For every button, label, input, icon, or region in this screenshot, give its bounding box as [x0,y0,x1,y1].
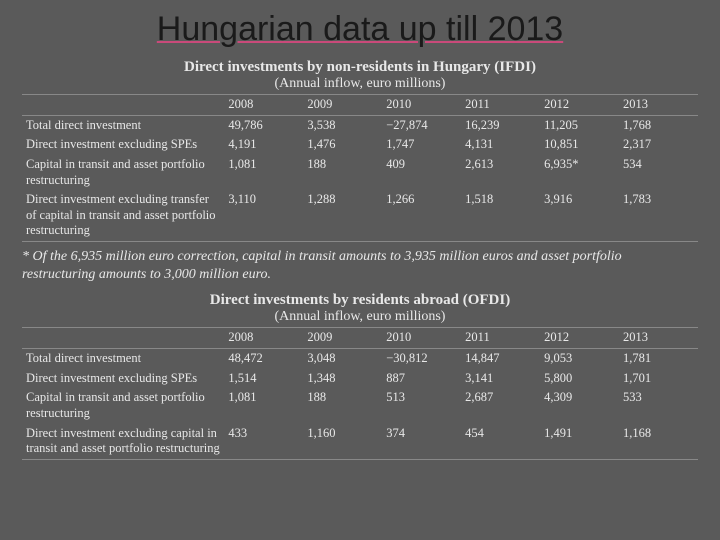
ofdi-block: Direct investments by residents abroad (… [0,292,720,459]
cell: 6,935* [540,155,619,190]
cell: 1,160 [303,424,382,460]
table-row: Direct investment excluding SPEs 1,514 1… [22,369,698,389]
cell: 48,472 [224,349,303,369]
cell: 1,288 [303,190,382,241]
ofdi-header-row: 2008 2009 2010 2011 2012 2013 [22,328,698,349]
table-row: Total direct investment 48,472 3,048 −30… [22,349,698,369]
col-2011: 2011 [461,328,540,349]
col-blank [22,328,224,349]
ifdi-title: Direct investments by non-residents in H… [22,59,698,76]
col-2011: 2011 [461,95,540,116]
page-title: Hungarian data up till 2013 [0,0,720,55]
ifdi-subtitle: (Annual inflow, euro millions) [22,76,698,92]
table-row: Direct investment excluding transfer of … [22,190,698,241]
cell: 1,081 [224,155,303,190]
ifdi-table: 2008 2009 2010 2011 2012 2013 Total dire… [22,94,698,242]
col-2013: 2013 [619,95,698,116]
cell: 4,191 [224,135,303,155]
cell: 2,687 [461,388,540,423]
cell: 4,131 [461,135,540,155]
col-2013: 2013 [619,328,698,349]
cell: 16,239 [461,115,540,135]
cell: 1,747 [382,135,461,155]
cell: 409 [382,155,461,190]
cell: 11,205 [540,115,619,135]
cell: 3,538 [303,115,382,135]
col-2010: 2010 [382,95,461,116]
cell: 188 [303,155,382,190]
cell: 3,141 [461,369,540,389]
row-label: Direct investment excluding SPEs [22,369,224,389]
cell: 5,800 [540,369,619,389]
cell: 1,783 [619,190,698,241]
row-label: Direct investment excluding capital in t… [22,424,224,460]
cell: 3,110 [224,190,303,241]
cell: 2,317 [619,135,698,155]
col-2008: 2008 [224,328,303,349]
cell: 1,518 [461,190,540,241]
col-blank [22,95,224,116]
cell: 4,309 [540,388,619,423]
row-label: Capital in transit and asset portfolio r… [22,155,224,190]
cell: 1,266 [382,190,461,241]
row-label: Direct investment excluding transfer of … [22,190,224,241]
cell: 513 [382,388,461,423]
cell: 454 [461,424,540,460]
table-row: Total direct investment 49,786 3,538 −27… [22,115,698,135]
cell: 374 [382,424,461,460]
row-label: Total direct investment [22,115,224,135]
table-row: Capital in transit and asset portfolio r… [22,388,698,423]
ofdi-subtitle: (Annual inflow, euro millions) [22,309,698,325]
cell: 1,348 [303,369,382,389]
ifdi-header-row: 2008 2009 2010 2011 2012 2013 [22,95,698,116]
cell: 1,476 [303,135,382,155]
cell: 2,613 [461,155,540,190]
row-label: Direct investment excluding SPEs [22,135,224,155]
cell: 534 [619,155,698,190]
cell: 3,916 [540,190,619,241]
col-2012: 2012 [540,328,619,349]
cell: 433 [224,424,303,460]
cell: 3,048 [303,349,382,369]
cell: −27,874 [382,115,461,135]
ofdi-title: Direct investments by residents abroad (… [22,292,698,309]
cell: 9,053 [540,349,619,369]
cell: 10,851 [540,135,619,155]
cell: 1,514 [224,369,303,389]
col-2010: 2010 [382,328,461,349]
cell: 1,168 [619,424,698,460]
cell: 14,847 [461,349,540,369]
cell: 1,081 [224,388,303,423]
table-row: Direct investment excluding SPEs 4,191 1… [22,135,698,155]
col-2009: 2009 [303,95,382,116]
cell: 1,781 [619,349,698,369]
cell: 1,491 [540,424,619,460]
cell: 533 [619,388,698,423]
col-2008: 2008 [224,95,303,116]
cell: 1,768 [619,115,698,135]
footnote: * Of the 6,935 million euro correction, … [0,242,720,288]
ofdi-table: 2008 2009 2010 2011 2012 2013 Total dire… [22,327,698,459]
table-row: Capital in transit and asset portfolio r… [22,155,698,190]
cell: 887 [382,369,461,389]
row-label: Total direct investment [22,349,224,369]
col-2009: 2009 [303,328,382,349]
cell: −30,812 [382,349,461,369]
cell: 49,786 [224,115,303,135]
cell: 1,701 [619,369,698,389]
ifdi-block: Direct investments by non-residents in H… [0,59,720,242]
table-row: Direct investment excluding capital in t… [22,424,698,460]
row-label: Capital in transit and asset portfolio r… [22,388,224,423]
col-2012: 2012 [540,95,619,116]
cell: 188 [303,388,382,423]
